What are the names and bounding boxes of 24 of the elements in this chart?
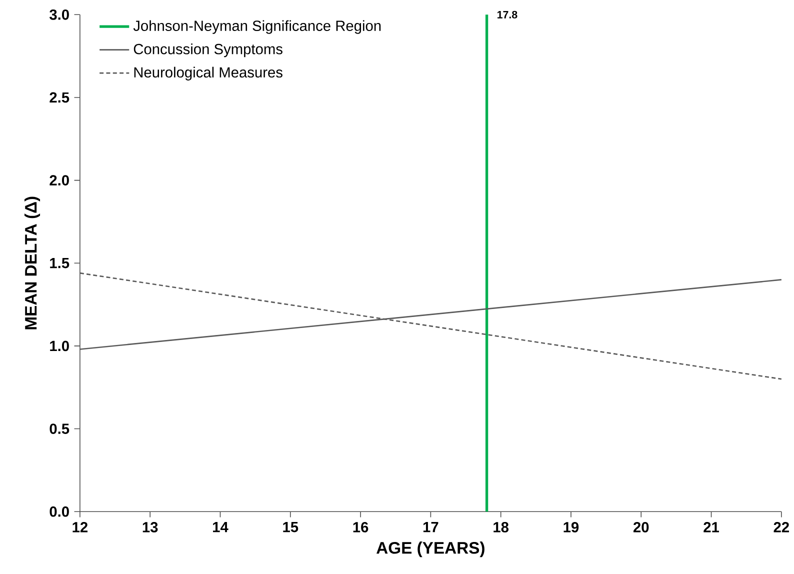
y-tick-label: 3.0 [50,10,69,20]
y-tick-label: 0.5 [50,424,70,434]
x-tick-label: 19 [564,522,579,533]
annotation: 17.8 [498,11,518,19]
legend-label: Concussion Symptoms [134,44,282,58]
x-tick-label: 22 [774,522,789,532]
x-tick-label: 16 [353,522,368,533]
x-axis-title: AGE (YEARS) [376,542,484,558]
x-tick-label: 15 [283,522,298,532]
x-tick-label: 17 [423,522,438,532]
x-tick-label: 18 [494,522,509,533]
x-tick-label: 13 [142,522,158,533]
y-tick-label: 1.5 [50,258,70,268]
legend-label: Neurological Measures [134,67,282,81]
x-tick-label: 21 [704,522,719,532]
x-tick-label: 14 [213,522,228,532]
y-tick-label: 1.0 [50,341,69,352]
legend-label: Johnson-Neyman Significance Region [133,20,381,34]
y-tick-label: 2.0 [50,175,69,186]
y-tick-label: 0.0 [50,506,69,518]
x-tick-label: 20 [633,522,649,533]
y-tick-label: 2.5 [50,92,70,103]
y-axis-title: MEAN DELTA (Δ) [24,196,40,330]
x-tick-label: 12 [72,522,88,532]
